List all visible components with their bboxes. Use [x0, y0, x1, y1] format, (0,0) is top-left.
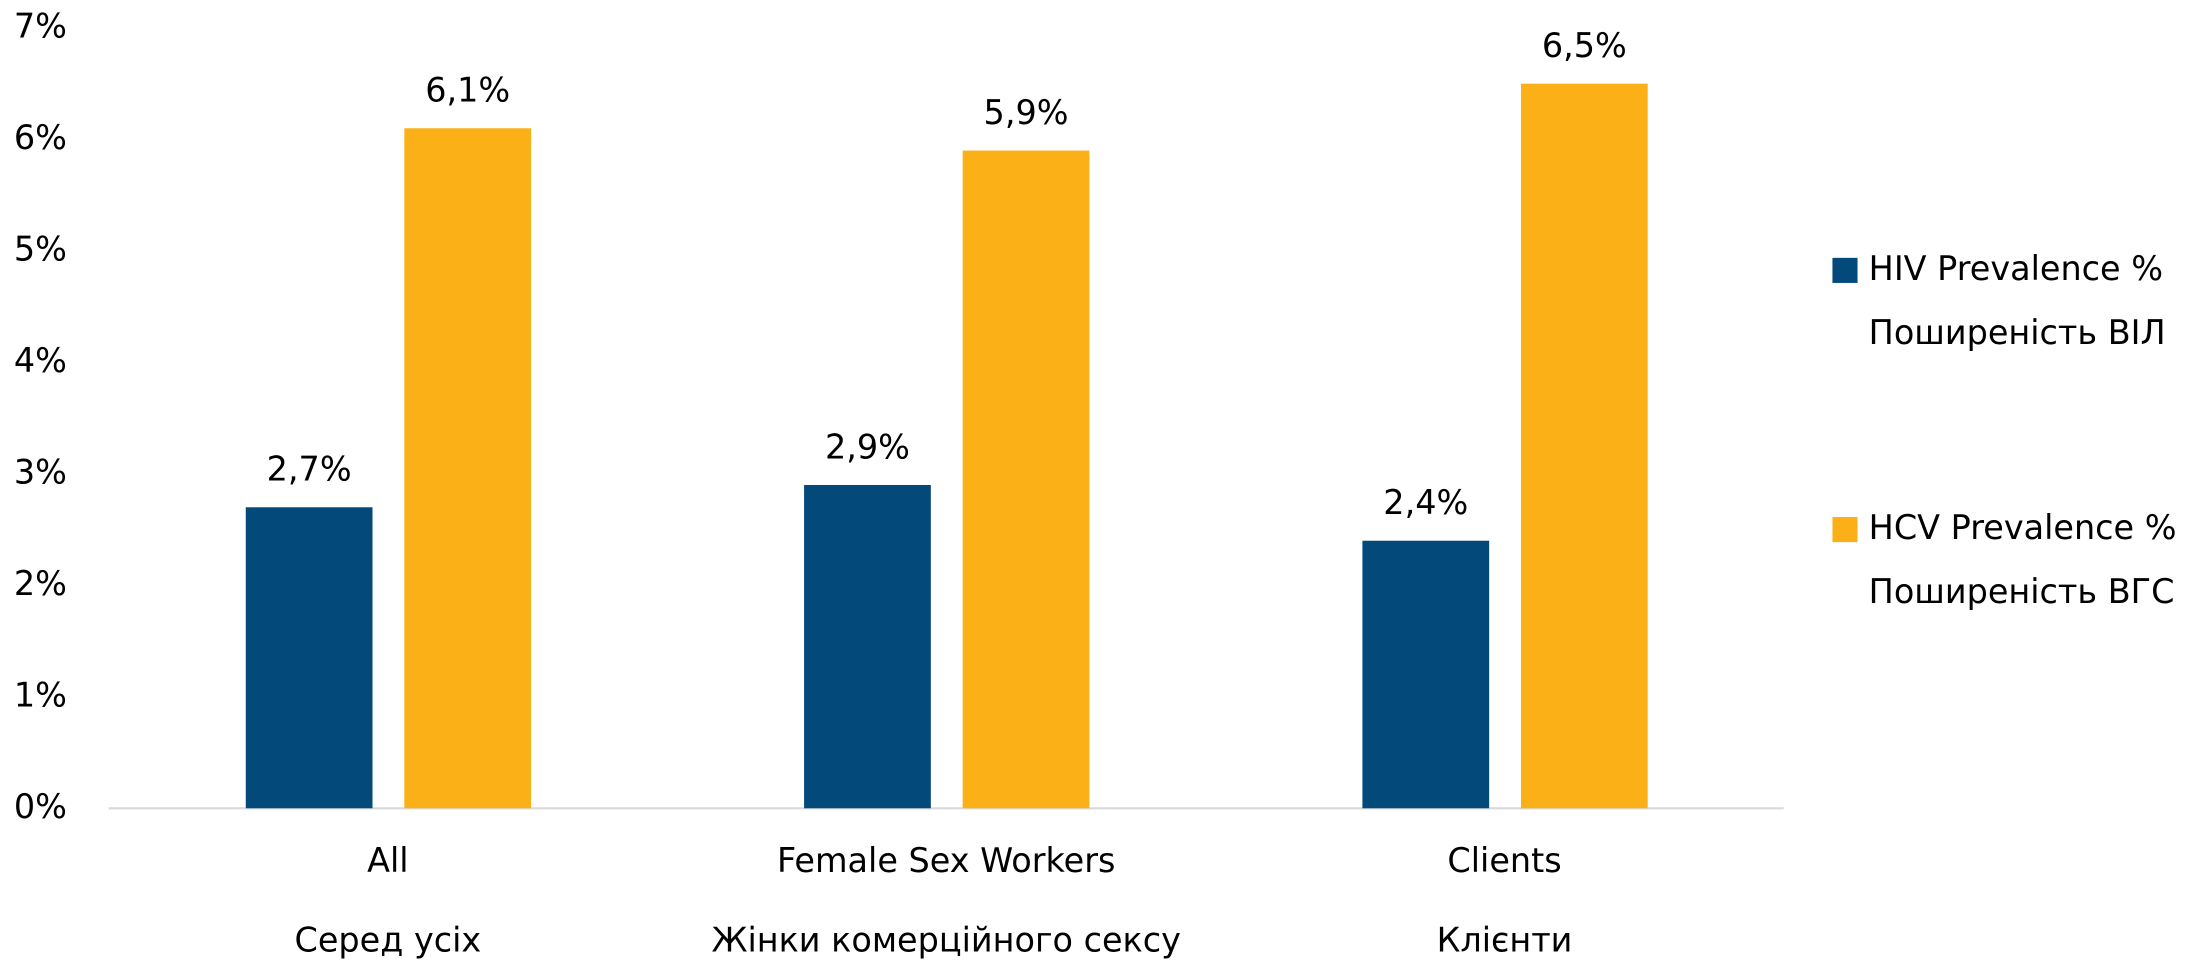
bar — [245, 507, 373, 809]
legend-swatch — [1832, 517, 1858, 543]
bar — [804, 484, 931, 809]
data-label: 2,4% — [1383, 483, 1468, 522]
legend-label: Поширеність ВГС — [1869, 572, 2175, 611]
x-tick-label: Клієнти — [1437, 921, 1573, 960]
x-tick-label: Жінки комерційного сексу — [711, 921, 1180, 960]
y-tick-label: 3% — [14, 452, 67, 491]
y-tick-label: 0% — [14, 787, 67, 826]
data-label: 2,7% — [267, 450, 352, 489]
x-tick-label: Clients — [1447, 841, 1561, 880]
y-tick-label: 5% — [14, 229, 67, 268]
bar — [1520, 83, 1648, 809]
data-label: 6,5% — [1542, 26, 1627, 65]
legend-label: Поширеність ВІЛ — [1869, 313, 2166, 352]
bar — [404, 128, 532, 809]
y-tick-label: 7% — [14, 6, 67, 45]
y-tick-label: 4% — [14, 341, 67, 380]
data-label: 2,9% — [825, 427, 910, 466]
x-tick-label: All — [367, 841, 408, 880]
bar — [1362, 540, 1490, 809]
y-tick-label: 6% — [14, 118, 67, 157]
x-tick-label: Female Sex Workers — [777, 841, 1115, 880]
y-tick-label: 2% — [14, 564, 67, 603]
y-tick-label: 1% — [14, 675, 67, 714]
legend-swatch — [1832, 257, 1858, 283]
x-tick-label: Серед усіх — [294, 921, 481, 960]
legend-label: HCV Prevalence % — [1869, 508, 2177, 547]
bar — [962, 150, 1090, 809]
data-label: 6,1% — [425, 71, 510, 110]
data-label: 5,9% — [984, 93, 1069, 132]
legend-label: HIV Prevalence % — [1869, 249, 2163, 288]
